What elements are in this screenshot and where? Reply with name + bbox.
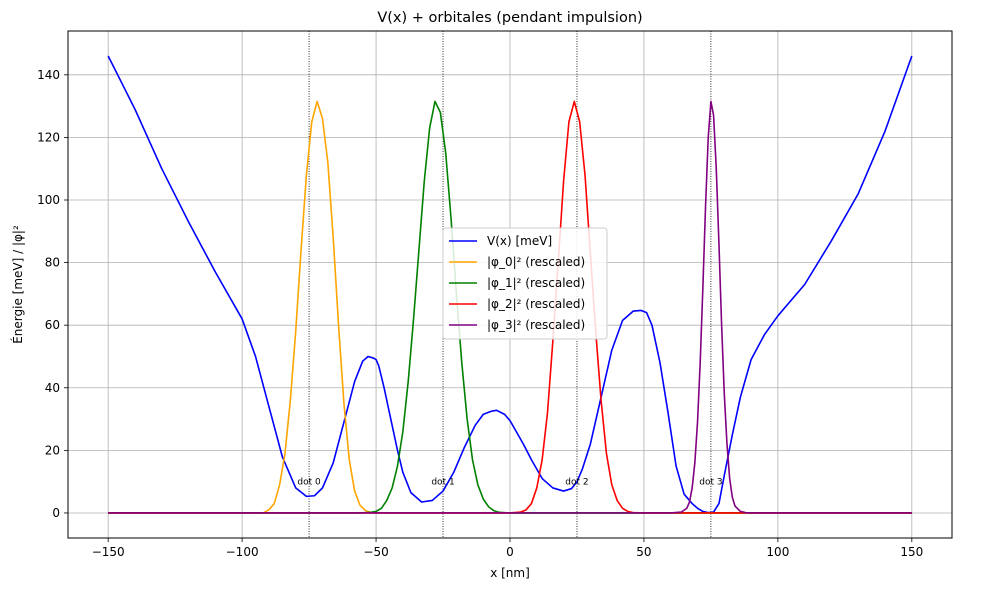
axis-ticks: −150 −100 −50 0 50 100 150 0 20 40 60 80 100 120 140 xyxy=(37,68,923,559)
legend-box xyxy=(442,227,608,340)
x-tick-label: −100 xyxy=(226,545,259,559)
y-tick-label: 0 xyxy=(52,506,60,520)
dot-label: dot 2 xyxy=(565,478,588,488)
y-tick-label: 120 xyxy=(37,130,60,144)
series-lines xyxy=(107,55,913,514)
dot-label: dot 0 xyxy=(297,478,321,488)
x-tick-label: −50 xyxy=(363,545,388,559)
series-line-1 xyxy=(108,100,912,514)
y-tick-label: 60 xyxy=(45,318,60,332)
series-line-3 xyxy=(108,100,912,514)
x-tick-label: −150 xyxy=(92,545,125,559)
legend-entry: |φ_2|² (rescaled) xyxy=(487,297,585,311)
dot-label: dot 3 xyxy=(699,478,722,488)
y-tick-label: 20 xyxy=(45,443,60,457)
x-tick-label: 0 xyxy=(506,545,514,559)
series-line-4 xyxy=(108,100,912,514)
x-tick-label: 150 xyxy=(900,545,923,559)
y-tick-label: 40 xyxy=(45,381,60,395)
x-tick-label: 100 xyxy=(766,545,789,559)
x-axis-label: x [nm] xyxy=(490,566,530,580)
legend-entry: V(x) [meV] xyxy=(487,234,552,248)
legend-entry: |φ_0|² (rescaled) xyxy=(487,255,585,269)
y-tick-label: 140 xyxy=(37,68,60,82)
x-tick-label: 50 xyxy=(636,545,651,559)
y-tick-label: 80 xyxy=(45,256,60,270)
chart-title: V(x) + orbitales (pendant impulsion) xyxy=(377,10,642,26)
series-line-2 xyxy=(108,100,912,514)
dot-labels: dot 0 dot 1 dot 2 dot 3 xyxy=(297,478,722,488)
dot-label: dot 1 xyxy=(431,478,454,488)
y-axis-label: Énergie [meV] / |φ|² xyxy=(10,225,25,344)
legend: V(x) [meV] |φ_0|² (rescaled) |φ_1|² (resca… xyxy=(442,227,608,340)
legend-entry: |φ_3|² (rescaled) xyxy=(487,318,585,332)
y-tick-label: 100 xyxy=(37,193,60,207)
legend-entry: |φ_1|² (rescaled) xyxy=(487,276,585,290)
